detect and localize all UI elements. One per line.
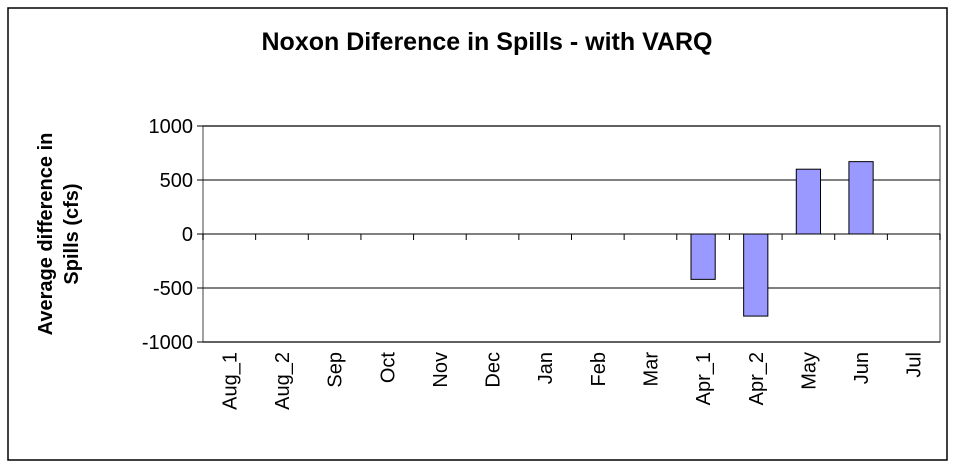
x-tick-label: Apr_1 [693, 352, 715, 405]
bar [690, 233, 716, 280]
x-tick-label: Sep [325, 352, 347, 388]
x-tick-label: Jun [851, 352, 873, 384]
bar [743, 233, 769, 317]
bar [795, 168, 822, 235]
x-tick-label: Jan [535, 352, 557, 384]
y-tick-label: -1000 [142, 332, 193, 354]
x-tick-label: Jul [904, 352, 926, 378]
x-tick-label: Oct [377, 352, 399, 384]
bar [848, 161, 874, 235]
y-axis-label: Average difference in [35, 133, 57, 336]
y-tick-label: 0 [182, 224, 193, 246]
x-tick-label: Feb [588, 352, 610, 386]
x-tick-label: Apr_2 [746, 352, 768, 405]
x-tick-label: Nov [430, 352, 452, 388]
y-tick-label: -500 [153, 278, 193, 300]
y-axis-label: Spills (cfs) [61, 183, 83, 284]
y-tick-label: 1000 [149, 116, 194, 138]
x-tick-label: Dec [483, 352, 505, 388]
x-tick-label: Mar [640, 352, 662, 387]
chart-title: Noxon Diference in Spills - with VARQ [262, 28, 713, 56]
x-tick-label: Aug_2 [272, 352, 294, 410]
y-tick-label: 500 [160, 170, 193, 192]
x-tick-label: May [798, 352, 820, 390]
x-tick-label: Aug_1 [219, 352, 241, 410]
